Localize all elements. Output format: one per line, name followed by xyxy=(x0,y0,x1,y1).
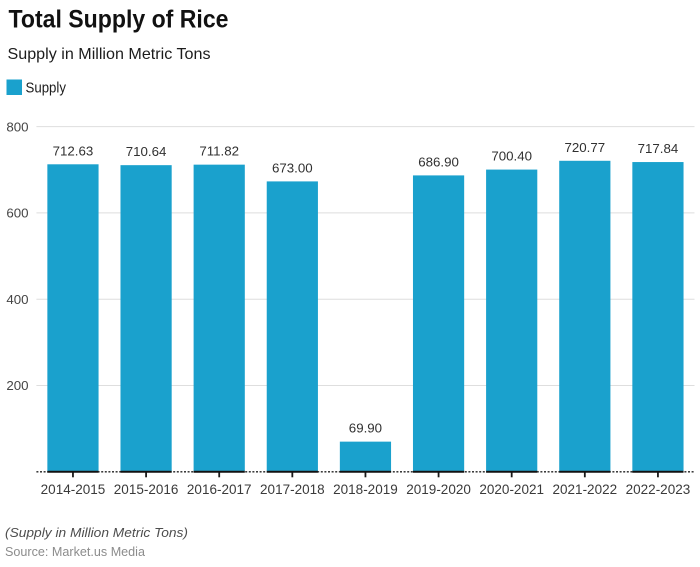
svg-text:717.84: 717.84 xyxy=(638,141,679,156)
svg-text:2021-2022: 2021-2022 xyxy=(553,482,618,497)
svg-text:2017-2018: 2017-2018 xyxy=(260,482,325,497)
svg-text:720.77: 720.77 xyxy=(564,140,605,155)
svg-text:600: 600 xyxy=(6,206,28,221)
svg-text:400: 400 xyxy=(6,292,28,307)
svg-text:700.40: 700.40 xyxy=(491,149,532,164)
svg-text:2014-2015: 2014-2015 xyxy=(41,482,106,497)
svg-text:(Supply in Million Metric Tons: (Supply in Million Metric Tons) xyxy=(5,525,188,540)
svg-text:Source: Market.us Media: Source: Market.us Media xyxy=(5,544,146,559)
svg-text:Total Supply of Rice: Total Supply of Rice xyxy=(9,6,229,34)
svg-text:Supply: Supply xyxy=(26,80,67,97)
svg-text:2019-2020: 2019-2020 xyxy=(406,482,471,497)
svg-text:2022-2023: 2022-2023 xyxy=(626,482,691,497)
svg-text:711.82: 711.82 xyxy=(199,144,239,159)
svg-text:69.90: 69.90 xyxy=(349,421,382,436)
svg-text:712.63: 712.63 xyxy=(53,143,94,158)
svg-text:200: 200 xyxy=(6,378,28,393)
svg-text:800: 800 xyxy=(6,119,28,134)
svg-text:2015-2016: 2015-2016 xyxy=(114,482,179,497)
svg-text:686.90: 686.90 xyxy=(418,154,459,169)
svg-text:Supply in Million Metric Tons: Supply in Million Metric Tons xyxy=(8,46,211,63)
svg-text:2020-2021: 2020-2021 xyxy=(479,482,544,497)
svg-text:2016-2017: 2016-2017 xyxy=(187,482,252,497)
svg-text:710.64: 710.64 xyxy=(126,144,167,159)
svg-text:2018-2019: 2018-2019 xyxy=(333,482,398,497)
svg-text:673.00: 673.00 xyxy=(272,160,313,175)
